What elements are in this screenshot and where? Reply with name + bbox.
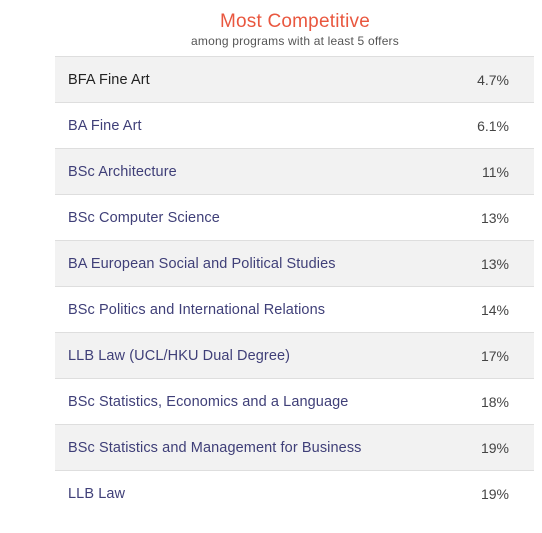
table-row[interactable]: BSc Architecture 11%	[55, 149, 534, 195]
ranking-subtitle: among programs with at least 5 offers	[191, 34, 399, 48]
ranking-header: Most Competitive among programs with at …	[0, 10, 542, 48]
program-name: LLB Law (UCL/HKU Dual Degree)	[68, 347, 291, 364]
program-name: BSc Politics and International Relations	[68, 301, 326, 318]
table-row[interactable]: BA European Social and Political Studies…	[55, 241, 534, 287]
table-row[interactable]: BSc Statistics, Economics and a Language…	[55, 379, 534, 425]
offer-rate: 13%	[480, 209, 509, 226]
table-row[interactable]: BSc Computer Science 13%	[55, 195, 534, 241]
table-row[interactable]: BA Fine Art 6.1%	[55, 103, 534, 149]
table-row[interactable]: BSc Statistics and Management for Busine…	[55, 425, 534, 471]
offer-rate: 18%	[480, 393, 509, 410]
offer-rate: 6.1%	[477, 117, 509, 134]
table-row[interactable]: LLB Law 19%	[55, 471, 534, 517]
program-name: BSc Computer Science	[68, 209, 220, 226]
offer-rate: 17%	[480, 347, 509, 364]
offer-rate: 11%	[482, 163, 509, 180]
table-row[interactable]: BSc Politics and International Relations…	[55, 287, 534, 333]
ranking-table: BFA Fine Art 4.7% BA Fine Art 6.1% BSc A…	[55, 56, 534, 517]
offer-rate: 19%	[480, 486, 509, 502]
offer-rate: 4.7%	[477, 71, 509, 88]
program-name: BA European Social and Political Studies	[68, 255, 336, 272]
program-name: BSc Statistics, Economics and a Language	[68, 393, 349, 410]
program-name: BSc Architecture	[68, 163, 177, 180]
program-name: BSc Statistics and Management for Busine…	[68, 439, 362, 456]
offer-rate: 13%	[480, 255, 509, 272]
program-name: LLB Law	[68, 486, 126, 502]
ranking-title: Most Competitive	[220, 11, 370, 32]
offer-rate: 14%	[480, 301, 509, 318]
program-name: BFA Fine Art	[68, 71, 150, 88]
table-row[interactable]: LLB Law (UCL/HKU Dual Degree) 17%	[55, 333, 534, 379]
offer-rate: 19%	[480, 439, 509, 456]
table-row[interactable]: BFA Fine Art 4.7%	[55, 57, 534, 103]
program-name: BA Fine Art	[68, 117, 142, 134]
